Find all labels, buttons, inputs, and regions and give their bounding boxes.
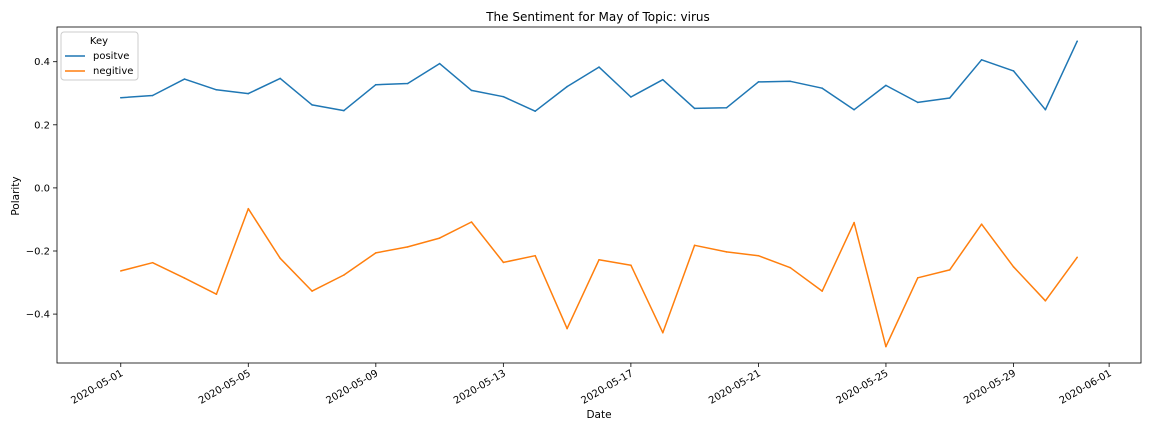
data-point bbox=[470, 89, 473, 92]
data-point bbox=[247, 92, 250, 95]
y-tick-label: −0.2 bbox=[26, 247, 50, 258]
data-point bbox=[821, 290, 823, 292]
data-point bbox=[502, 261, 505, 264]
data-point bbox=[470, 221, 473, 223]
data-point bbox=[693, 244, 696, 247]
data-point bbox=[980, 59, 983, 61]
data-point bbox=[120, 96, 122, 99]
data-point bbox=[566, 85, 568, 88]
data-point bbox=[853, 221, 855, 224]
x-tick-label: 2020-05-21 bbox=[707, 368, 763, 407]
data-point bbox=[885, 345, 887, 348]
y-tick-label: 0.4 bbox=[34, 57, 50, 68]
data-point bbox=[438, 62, 441, 65]
data-point bbox=[215, 293, 218, 296]
data-point bbox=[789, 80, 792, 83]
x-tick-label: 2020-05-17 bbox=[580, 368, 636, 407]
data-point bbox=[279, 77, 282, 80]
data-point bbox=[375, 252, 377, 254]
x-tick-label: 2020-05-09 bbox=[324, 368, 380, 407]
legend-box bbox=[60, 31, 139, 81]
legend-label-negitive: negitive bbox=[93, 66, 133, 77]
data-point bbox=[1076, 256, 1078, 259]
y-tick-label: −0.4 bbox=[26, 310, 50, 321]
data-point bbox=[693, 107, 696, 110]
x-tick-label: 2020-05-01 bbox=[69, 368, 125, 407]
data-point bbox=[980, 223, 983, 225]
data-point bbox=[1044, 108, 1047, 111]
data-point bbox=[725, 107, 728, 109]
x-tick-label: 2020-05-13 bbox=[452, 368, 508, 407]
data-point bbox=[1012, 70, 1015, 72]
data-point bbox=[375, 83, 377, 86]
data-point bbox=[1044, 300, 1047, 302]
data-point bbox=[757, 254, 760, 257]
data-point bbox=[183, 78, 186, 80]
data-point bbox=[821, 87, 823, 89]
data-point bbox=[885, 84, 887, 87]
data-point bbox=[757, 81, 760, 83]
chart-title: The Sentiment for May of Topic: virus bbox=[485, 10, 710, 24]
data-point bbox=[853, 108, 855, 111]
y-tick-label: 0.0 bbox=[34, 183, 50, 194]
data-point bbox=[311, 290, 313, 292]
data-point bbox=[630, 264, 632, 267]
data-point bbox=[948, 97, 951, 99]
data-point bbox=[662, 331, 664, 334]
plot-frame bbox=[56, 26, 1142, 364]
data-point bbox=[948, 269, 951, 271]
y-axis-title: Polarity bbox=[10, 176, 22, 215]
data-point bbox=[215, 89, 218, 91]
y-tick-label: 0.2 bbox=[34, 120, 50, 131]
x-tick-label: 2020-05-05 bbox=[197, 368, 253, 407]
data-point bbox=[438, 237, 441, 239]
data-point bbox=[120, 270, 122, 272]
data-point bbox=[662, 78, 664, 81]
x-tick-label: 2020-05-25 bbox=[835, 368, 891, 407]
data-point bbox=[406, 82, 409, 85]
data-point bbox=[534, 254, 536, 257]
data-point bbox=[1076, 40, 1078, 42]
data-point bbox=[183, 277, 186, 279]
legend-title: Key bbox=[90, 36, 108, 47]
data-point bbox=[789, 266, 792, 269]
data-point bbox=[151, 94, 154, 97]
data-point bbox=[598, 259, 600, 261]
data-point bbox=[311, 104, 313, 106]
data-point bbox=[917, 101, 919, 104]
data-point bbox=[917, 277, 919, 279]
data-point bbox=[534, 110, 536, 112]
plot-area bbox=[57, 27, 1141, 363]
data-point bbox=[343, 274, 345, 276]
data-point bbox=[598, 66, 600, 68]
data-point bbox=[406, 246, 409, 248]
data-point bbox=[630, 96, 632, 98]
legend: Key positve negitive bbox=[60, 31, 139, 81]
data-point bbox=[279, 257, 282, 260]
legend-label-positve: positve bbox=[93, 51, 129, 62]
data-point bbox=[502, 95, 505, 98]
data-point bbox=[247, 207, 250, 210]
data-point bbox=[151, 261, 154, 264]
data-point bbox=[1012, 266, 1015, 268]
x-axis-title: Date bbox=[586, 409, 611, 421]
x-tick-label: 2020-05-29 bbox=[962, 368, 1018, 407]
data-point bbox=[725, 251, 728, 253]
data-point bbox=[343, 109, 345, 112]
x-tick-label: 2020-06-01 bbox=[1058, 368, 1114, 407]
data-point bbox=[566, 327, 568, 330]
